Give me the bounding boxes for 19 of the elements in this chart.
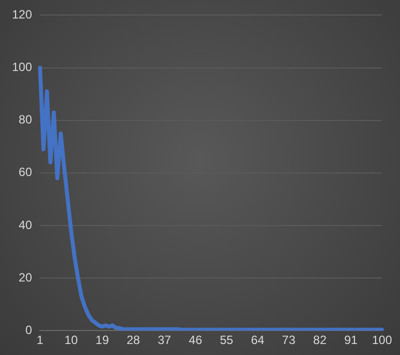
x-tick-label: 46 (188, 333, 202, 348)
y-tick-label: 80 (18, 112, 32, 127)
y-tick-label: 0 (25, 322, 32, 337)
x-tick-label: 1 (36, 333, 44, 348)
x-tick-label: 64 (250, 333, 265, 348)
x-tick-label: 55 (220, 333, 234, 348)
x-tick-label: 37 (158, 333, 172, 348)
x-tick-label: 100 (372, 333, 392, 348)
y-tick-label: 60 (18, 165, 32, 180)
x-tick-label: 91 (344, 333, 358, 348)
x-tick-label: 28 (126, 333, 140, 348)
x-tick-label: 73 (282, 333, 296, 348)
y-tick-label: 40 (18, 218, 32, 232)
x-tick-label: 10 (64, 333, 78, 348)
y-tick-label: 100 (12, 60, 32, 74)
y-tick-label: 20 (18, 270, 32, 284)
x-tick-label: 19 (96, 333, 110, 348)
x-tick-label: 82 (313, 333, 327, 348)
y-tick-label: 120 (12, 8, 32, 22)
